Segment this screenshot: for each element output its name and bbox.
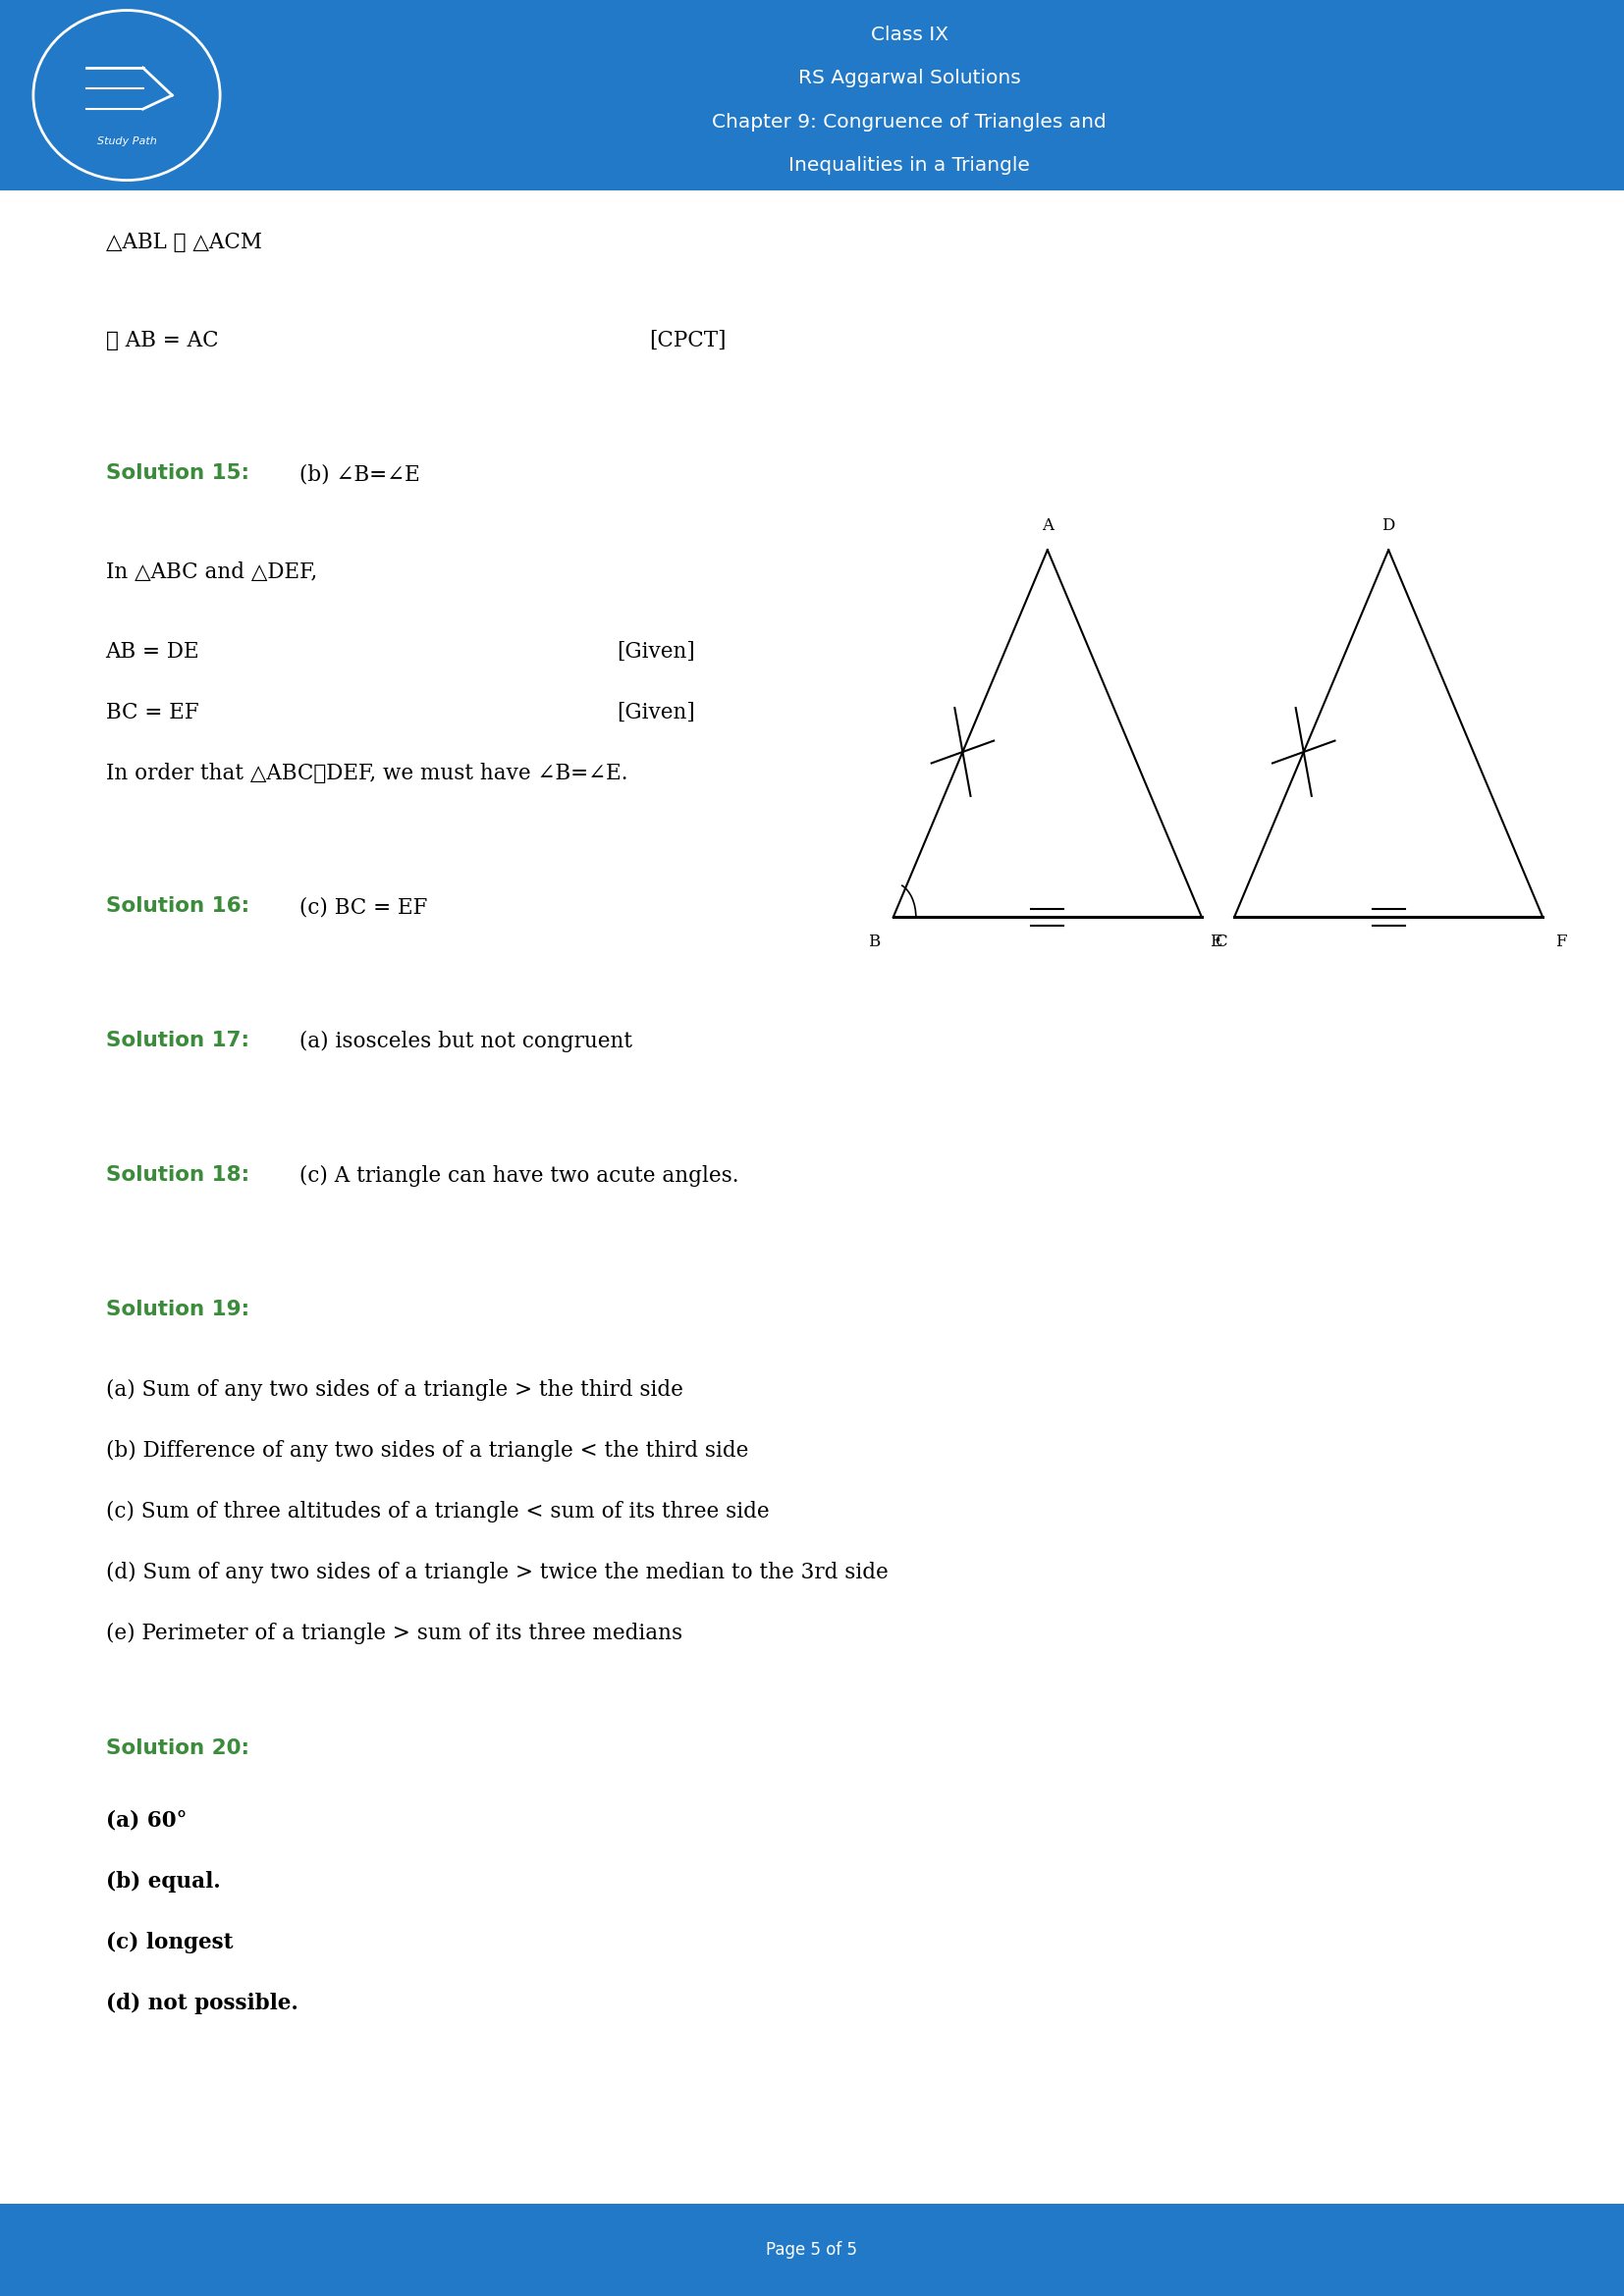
Text: Solution 18:: Solution 18: — [106, 1164, 248, 1185]
Text: B: B — [869, 932, 880, 951]
Bar — [0, 2204, 1624, 2296]
Text: (e) Perimeter of a triangle > sum of its three medians: (e) Perimeter of a triangle > sum of its… — [106, 1621, 682, 1644]
Ellipse shape — [32, 9, 221, 181]
Text: RS Aggarwal Solutions: RS Aggarwal Solutions — [797, 69, 1021, 87]
Text: [CPCT]: [CPCT] — [650, 328, 726, 351]
Text: (c) A triangle can have two acute angles.: (c) A triangle can have two acute angles… — [292, 1164, 739, 1187]
Text: Solution 17:: Solution 17: — [106, 1031, 248, 1052]
Text: Chapter 9: Congruence of Triangles and: Chapter 9: Congruence of Triangles and — [713, 113, 1106, 131]
Text: F: F — [1556, 932, 1567, 951]
Text: (b) Difference of any two sides of a triangle < the third side: (b) Difference of any two sides of a tri… — [106, 1440, 749, 1460]
Text: (b) ∠B=∠E: (b) ∠B=∠E — [292, 464, 419, 484]
Text: Inequalities in a Triangle: Inequalities in a Triangle — [789, 156, 1030, 174]
Text: E: E — [1210, 932, 1221, 951]
Text: AB = DE: AB = DE — [106, 641, 200, 661]
Text: (c) longest: (c) longest — [106, 1931, 232, 1954]
Text: Solution 15:: Solution 15: — [106, 464, 248, 484]
Text: C: C — [1215, 932, 1228, 951]
Text: BC = EF: BC = EF — [106, 700, 198, 723]
Text: A: A — [1041, 517, 1054, 535]
Text: (a) 60°: (a) 60° — [106, 1809, 187, 1832]
Text: (a) isosceles but not congruent: (a) isosceles but not congruent — [292, 1031, 632, 1052]
Text: (d) not possible.: (d) not possible. — [106, 1993, 297, 2014]
Text: (c) Sum of three altitudes of a triangle < sum of its three side: (c) Sum of three altitudes of a triangle… — [106, 1502, 768, 1522]
Text: (a) Sum of any two sides of a triangle > the third side: (a) Sum of any two sides of a triangle >… — [106, 1378, 682, 1401]
Text: ∴ AB = AC: ∴ AB = AC — [106, 328, 218, 351]
Text: (d) Sum of any two sides of a triangle > twice the median to the 3rd side: (d) Sum of any two sides of a triangle >… — [106, 1561, 888, 1582]
Text: (c) BC = EF: (c) BC = EF — [292, 895, 427, 918]
Text: △ABL ≅ △ACM: △ABL ≅ △ACM — [106, 232, 261, 253]
Bar — [0, 0, 1624, 191]
Text: Solution 20:: Solution 20: — [106, 1738, 248, 1759]
Text: (b) equal.: (b) equal. — [106, 1871, 221, 1892]
Text: In △ABC and △DEF,: In △ABC and △DEF, — [106, 560, 317, 583]
Text: Solution 16:: Solution 16: — [106, 895, 248, 916]
Text: D: D — [1382, 517, 1395, 535]
Text: Page 5 of 5: Page 5 of 5 — [767, 2241, 857, 2259]
Text: Study Path: Study Path — [97, 138, 156, 147]
Text: [Given]: [Given] — [617, 700, 695, 723]
Text: Class IX: Class IX — [870, 25, 948, 44]
Text: Solution 19:: Solution 19: — [106, 1300, 248, 1320]
Text: In order that △ABC≅DEF, we must have ∠B=∠E.: In order that △ABC≅DEF, we must have ∠B=… — [106, 762, 627, 783]
Text: [Given]: [Given] — [617, 641, 695, 661]
